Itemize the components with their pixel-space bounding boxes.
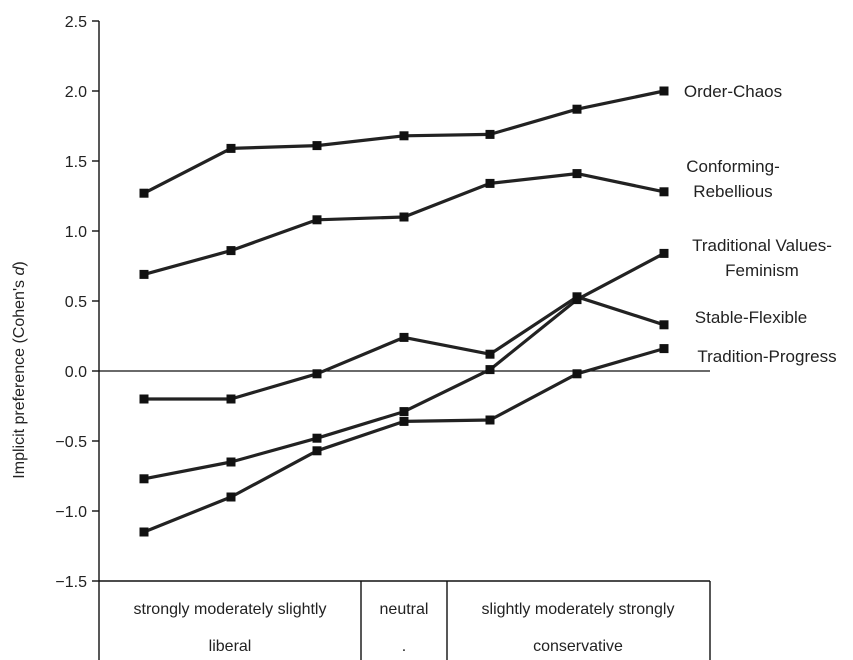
data-point-marker xyxy=(139,527,149,537)
data-point-marker xyxy=(312,433,322,443)
data-point-marker xyxy=(226,394,236,404)
series-line xyxy=(143,89,665,195)
data-point-marker xyxy=(312,215,322,225)
data-point-marker xyxy=(139,474,149,484)
data-point-marker xyxy=(659,86,669,96)
data-point-marker xyxy=(485,129,495,139)
y-tick-label: 1.0 xyxy=(65,224,87,241)
data-point-marker xyxy=(572,369,582,379)
series-line xyxy=(143,172,665,276)
y-axis: 2.5 2.0 1.5 1.0 0.5 0.0 −0.5 −1.0 −1.5 xyxy=(55,14,100,660)
data-point-marker xyxy=(572,292,582,302)
data-point-marker xyxy=(485,178,495,188)
data-point-marker xyxy=(399,212,409,222)
y-axis-title-main: Implicit preference (Cohen's xyxy=(11,276,28,479)
data-point-marker xyxy=(659,344,669,354)
y-tick-label: −1.0 xyxy=(55,504,87,521)
data-point-marker xyxy=(659,248,669,258)
category-label-row1: strongly moderately slightly xyxy=(134,601,327,618)
y-axis-title-close: ) xyxy=(11,261,28,266)
data-point-marker xyxy=(139,269,149,279)
y-tick-label: 0.0 xyxy=(65,364,87,381)
data-point-marker xyxy=(485,365,495,375)
data-point-marker xyxy=(485,349,495,359)
data-point-marker xyxy=(139,394,149,404)
category-label-row2: liberal xyxy=(209,638,252,655)
category-label-row1: neutral xyxy=(380,601,429,618)
data-point-marker xyxy=(572,169,582,179)
data-point-marker xyxy=(312,446,322,456)
y-tick-label: −1.5 xyxy=(55,574,87,591)
y-tick-label: −0.5 xyxy=(55,434,87,451)
series-label: Stable-Flexible xyxy=(695,308,807,327)
y-tick-label: 2.5 xyxy=(65,14,87,31)
series-group xyxy=(139,86,669,537)
data-point-marker xyxy=(399,407,409,417)
data-point-marker xyxy=(312,141,322,151)
y-tick-label: 0.5 xyxy=(65,294,87,311)
category-label-row2: . xyxy=(402,638,406,655)
series-label: Conforming- xyxy=(686,157,780,176)
y-axis-title: Implicit preference (Cohen's d) xyxy=(11,261,28,478)
series-label: Feminism xyxy=(725,261,799,280)
data-point-marker xyxy=(226,492,236,502)
x-axis-category-table: strongly moderately slightly neutral sligh… xyxy=(99,580,711,660)
data-point-marker xyxy=(226,143,236,153)
data-point-marker xyxy=(399,416,409,426)
data-point-marker xyxy=(399,131,409,141)
data-point-marker xyxy=(226,457,236,467)
data-point-marker xyxy=(226,246,236,256)
category-label-row1: slightly moderately strongly xyxy=(482,601,675,618)
data-point-marker xyxy=(572,104,582,114)
y-tick-label: 1.5 xyxy=(65,154,87,171)
series-line xyxy=(144,295,665,401)
y-tick-label: 2.0 xyxy=(65,84,87,101)
data-point-marker xyxy=(139,188,149,198)
series-label: Order-Chaos xyxy=(684,82,782,101)
series-line xyxy=(143,251,665,481)
data-point-marker xyxy=(659,320,669,330)
series-label: Tradition-Progress xyxy=(697,347,836,366)
data-point-marker xyxy=(312,369,322,379)
data-point-marker xyxy=(659,187,669,197)
series-label: Traditional Values- xyxy=(692,236,832,255)
data-point-marker xyxy=(485,415,495,425)
category-label-row2: conservative xyxy=(533,638,623,655)
series-label: Rebellious xyxy=(693,182,772,201)
y-axis-title-italic: d xyxy=(11,266,28,276)
data-point-marker xyxy=(399,332,409,342)
series-labels: Order-Chaos Conforming- Rebellious Traditio… xyxy=(684,82,837,366)
series-line xyxy=(143,347,665,534)
